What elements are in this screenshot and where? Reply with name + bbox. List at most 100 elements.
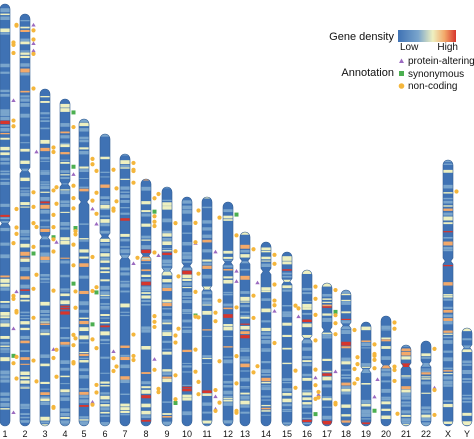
non-coding-marker bbox=[272, 303, 277, 308]
chromosome-7 bbox=[114, 153, 136, 427]
non-coding-marker bbox=[71, 206, 76, 211]
non-coding-marker bbox=[131, 357, 136, 363]
chromosome-outline bbox=[301, 269, 313, 427]
protein-altering-marker bbox=[272, 309, 277, 313]
non-coding-marker bbox=[11, 118, 16, 123]
non-coding-marker bbox=[217, 215, 222, 220]
chromosome-outline bbox=[442, 159, 454, 427]
non-coding-marker bbox=[432, 412, 437, 418]
non-coding-marker bbox=[11, 40, 16, 45]
non-coding-marker bbox=[11, 50, 16, 56]
non-coding-marker bbox=[176, 274, 181, 279]
non-coding-marker bbox=[173, 373, 178, 378]
non-coding-marker bbox=[272, 298, 277, 303]
protein-altering-marker bbox=[156, 253, 161, 257]
chromosome-outline bbox=[201, 196, 213, 427]
annotation-title: Annotation bbox=[341, 67, 394, 79]
non-coding-marker bbox=[272, 252, 277, 257]
non-coding-marker bbox=[173, 340, 178, 345]
chromosome-1 bbox=[0, 3, 16, 427]
chromosome-16 bbox=[296, 269, 318, 427]
chromosome-outline bbox=[161, 186, 173, 427]
chromosome-outline bbox=[39, 88, 51, 427]
non-coding-marker bbox=[372, 357, 377, 362]
chromosome-label-18: 18 bbox=[341, 429, 351, 439]
protein-altering-marker bbox=[375, 377, 380, 381]
non-coding-marker bbox=[31, 221, 36, 226]
non-coding-marker bbox=[51, 212, 56, 217]
non-coding-marker bbox=[51, 249, 56, 254]
non-coding-marker bbox=[392, 326, 397, 331]
non-coding-marker bbox=[90, 156, 95, 161]
protein-altering-marker bbox=[11, 410, 16, 415]
protein-altering-marker bbox=[71, 172, 76, 176]
non-coding-marker bbox=[333, 287, 338, 293]
chromosome-label-13: 13 bbox=[240, 429, 250, 439]
non-coding-marker bbox=[234, 381, 239, 386]
non-coding-marker bbox=[51, 288, 56, 293]
gene-density-title: Gene density bbox=[329, 31, 394, 43]
non-coding-marker bbox=[355, 376, 360, 382]
non-coding-marker bbox=[71, 343, 76, 348]
non-coding-marker bbox=[90, 254, 95, 260]
non-coding-marker bbox=[90, 288, 95, 294]
non-coding-marker bbox=[90, 402, 95, 407]
protein-altering-marker bbox=[31, 48, 36, 53]
synonymous-marker bbox=[73, 226, 78, 231]
non-coding-marker bbox=[71, 360, 76, 365]
non-coding-marker bbox=[333, 313, 338, 318]
protein-altering-marker bbox=[34, 149, 39, 154]
non-coding-marker bbox=[193, 289, 198, 294]
non-coding-marker bbox=[196, 392, 201, 397]
chromosome-label-22: 22 bbox=[421, 429, 431, 439]
chromosome-17 bbox=[316, 282, 338, 427]
non-coding-marker bbox=[395, 411, 400, 416]
non-coding-marker bbox=[131, 353, 136, 359]
synonymous-marker bbox=[90, 322, 95, 327]
legend-synonymous-label: synonymous bbox=[408, 69, 464, 80]
protein-altering-marker bbox=[296, 314, 301, 319]
non-coding-marker bbox=[31, 51, 36, 56]
chromosome-2 bbox=[14, 13, 36, 427]
non-coding-marker bbox=[196, 379, 201, 384]
non-coding-marker bbox=[234, 233, 239, 238]
non-coding-marker bbox=[71, 183, 76, 188]
non-coding-marker bbox=[51, 355, 56, 361]
non-coding-marker bbox=[392, 378, 397, 384]
chromosome-outline bbox=[181, 196, 193, 427]
protein-altering-marker bbox=[372, 394, 377, 399]
non-coding-marker bbox=[152, 214, 157, 219]
chromosome-18 bbox=[340, 289, 357, 427]
synonymous-marker bbox=[71, 164, 76, 169]
chromosome-Y bbox=[461, 327, 473, 427]
non-coding-marker bbox=[111, 368, 116, 374]
legend: Gene density Low High Annotation protein… bbox=[329, 30, 474, 92]
chromosome-label-12: 12 bbox=[223, 429, 233, 439]
non-coding-marker bbox=[90, 162, 95, 167]
non-coding-marker bbox=[193, 347, 198, 352]
non-coding-marker bbox=[355, 355, 360, 360]
non-coding-marker bbox=[156, 191, 161, 197]
non-coding-marker bbox=[54, 347, 59, 352]
non-coding-marker bbox=[114, 364, 119, 369]
chromosome-outline bbox=[281, 251, 293, 427]
chromosome-X bbox=[442, 159, 459, 427]
non-coding-marker bbox=[352, 327, 357, 333]
non-coding-marker bbox=[11, 361, 16, 366]
non-coding-marker bbox=[156, 386, 161, 391]
non-coding-marker bbox=[454, 189, 459, 194]
non-coding-marker bbox=[272, 261, 277, 266]
non-coding-marker bbox=[31, 190, 36, 195]
non-coding-marker bbox=[313, 312, 318, 317]
synonymous-marker bbox=[372, 408, 377, 413]
chromosome-outline bbox=[140, 178, 152, 427]
non-coding-marker bbox=[372, 351, 377, 357]
non-coding-marker bbox=[94, 346, 99, 351]
non-coding-marker bbox=[94, 285, 99, 290]
non-coding-marker bbox=[173, 333, 178, 338]
non-coding-marker bbox=[392, 367, 397, 373]
chromosome-outline bbox=[461, 327, 473, 427]
non-coding-marker bbox=[355, 362, 360, 367]
chromosome-label-3: 3 bbox=[42, 429, 47, 439]
non-coding-marker bbox=[152, 319, 157, 324]
